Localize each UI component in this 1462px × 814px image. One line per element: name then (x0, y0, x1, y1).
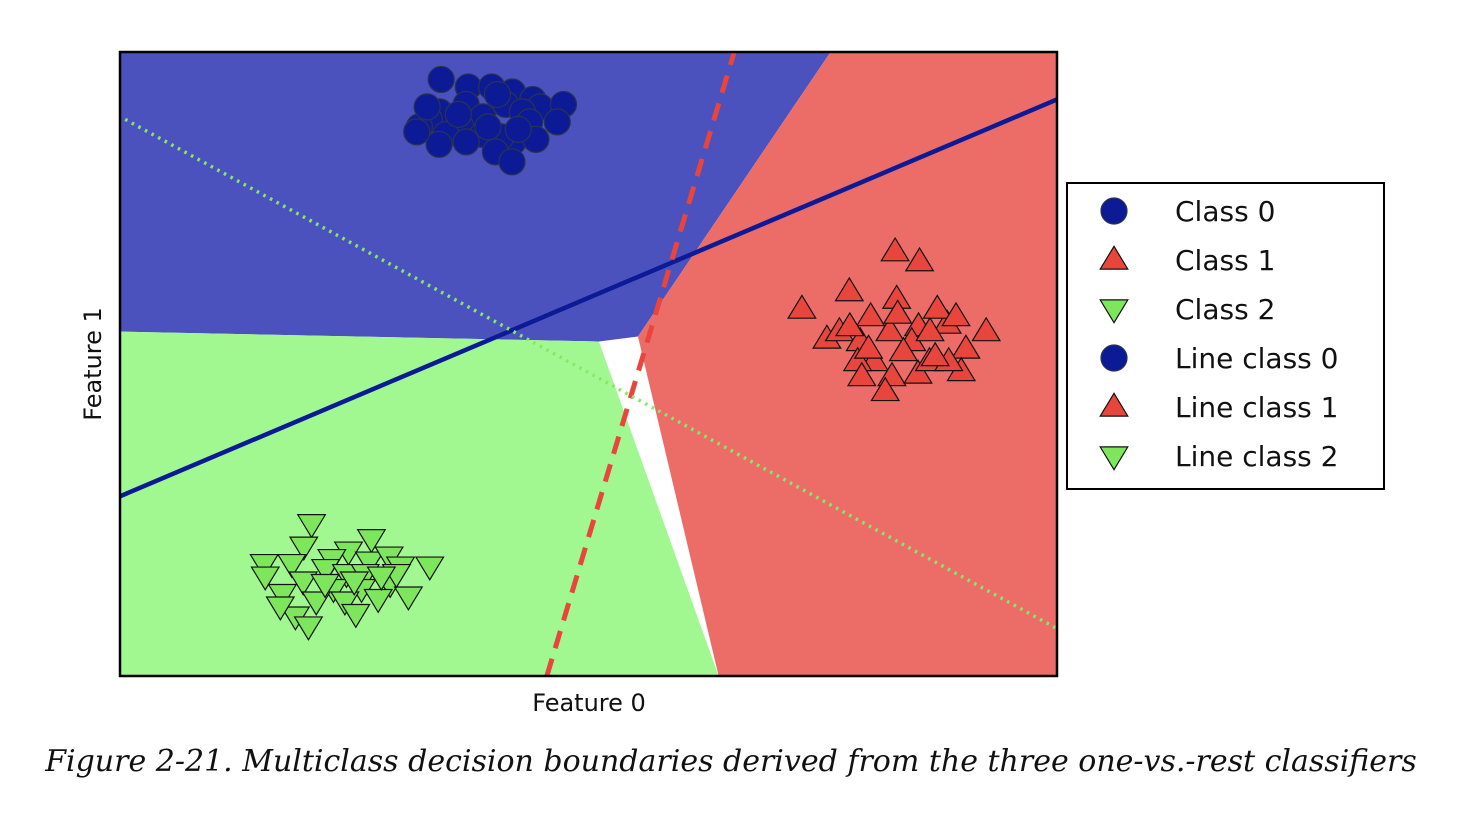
region-class-2 (120, 331, 719, 676)
data-point-class-1 (941, 301, 971, 327)
data-point-class-2 (363, 588, 394, 614)
legend-label-3: Line class 0 (1175, 342, 1338, 375)
data-point-class-1 (922, 294, 953, 319)
data-point-class-1 (834, 311, 865, 337)
data-point-class-2 (276, 553, 307, 579)
data-point-class-2 (356, 528, 387, 554)
data-point-class-2 (265, 596, 296, 621)
data-point-class-2 (249, 553, 280, 579)
data-point-class-0 (425, 130, 453, 158)
data-point-class-1 (853, 334, 884, 359)
data-point-class-2 (293, 616, 324, 641)
plot-frame (118, 50, 1059, 678)
data-point-class-2 (301, 591, 332, 616)
data-point-class-1 (904, 246, 935, 272)
legend-marker-5 (1099, 446, 1129, 471)
data-point-class-1 (951, 334, 981, 359)
data-point-class-2 (288, 536, 319, 562)
legend: Class 0 Class 1 Class 2 Line class 0 Line cl… (1066, 182, 1385, 490)
legend-marker-2 (1099, 299, 1129, 324)
data-point-class-2 (354, 551, 385, 577)
data-point-class-0 (543, 108, 571, 136)
data-point-class-2 (267, 583, 298, 609)
data-point-class-1 (882, 299, 913, 324)
y-axis-label: Feature 1 (79, 307, 107, 421)
figure-caption: Figure 2-21. Multiclass decision boundar… (45, 744, 1417, 779)
data-point-class-2 (366, 566, 397, 591)
legend-label-2: Class 2 (1175, 293, 1275, 326)
data-point-class-2 (340, 603, 371, 629)
data-point-class-0 (474, 113, 502, 141)
data-point-class-1 (903, 359, 933, 384)
data-point-class-0 (452, 128, 480, 156)
data-point-class-1 (888, 336, 919, 362)
data-point-class-2 (339, 571, 370, 596)
legend-label-4: Line class 1 (1175, 391, 1338, 424)
data-point-class-1 (870, 376, 901, 402)
data-point-class-1 (971, 316, 1002, 342)
data-point-class-2 (310, 573, 340, 599)
legend-marker-4 (1099, 392, 1129, 417)
decision-line-class-0 (120, 97, 1057, 499)
legend-frame (1066, 182, 1385, 490)
data-point-class-0 (498, 148, 526, 176)
data-point-class-1 (880, 236, 910, 262)
data-point-class-2 (250, 566, 281, 591)
decision-lines (120, 52, 1057, 676)
data-point-class-2 (330, 591, 360, 616)
data-point-class-0 (427, 65, 455, 94)
data-point-class-2 (393, 586, 424, 611)
data-point-class-2 (288, 571, 319, 596)
data-point-class-1 (787, 294, 817, 319)
data-point-class-1 (875, 316, 905, 342)
data-point-class-2 (296, 514, 327, 539)
legend-marker-0 (1100, 197, 1128, 225)
decision-line-class-1 (544, 52, 737, 676)
data-point-class-0 (444, 100, 472, 129)
plot-area (120, 52, 1057, 676)
data-point-class-1 (920, 341, 951, 367)
legend-label-1: Class 1 (1175, 244, 1275, 277)
data-point-class-0 (403, 118, 431, 146)
x-axis-label: Feature 0 (532, 689, 646, 717)
data-point-class-1 (855, 301, 886, 327)
data-point-class-1 (915, 316, 945, 342)
legend-label-5: Line class 2 (1175, 440, 1338, 473)
data-point-class-0 (504, 115, 532, 143)
legend-marker-1 (1099, 245, 1129, 270)
data-point-class-0 (483, 80, 512, 109)
legend-label-0: Class 0 (1175, 195, 1275, 228)
data-point-class-0 (413, 93, 441, 121)
data-point-class-2 (414, 556, 445, 582)
data-point-class-1 (834, 276, 865, 302)
data-point-class-1 (846, 361, 877, 387)
data-points (249, 65, 1002, 641)
legend-marker-3 (1100, 344, 1128, 372)
